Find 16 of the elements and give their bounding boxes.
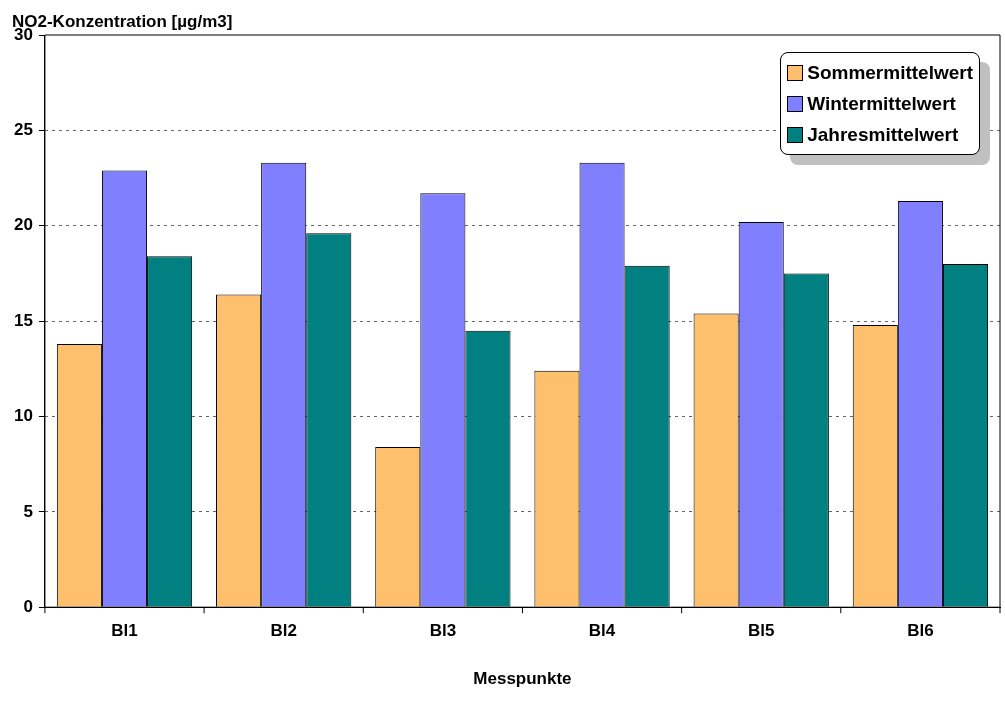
y-tick-label: 20 <box>13 215 33 235</box>
y-tick-label: 15 <box>13 310 33 330</box>
y-tick-label: 25 <box>13 120 33 140</box>
legend-label: Sommermittelwert <box>807 61 973 84</box>
y-tick-label: 0 <box>23 596 33 616</box>
x-axis-title: Messpunkte <box>473 669 572 689</box>
legend-label: Wintermittelwert <box>807 92 956 115</box>
y-tick-label: 10 <box>13 406 33 426</box>
x-tick-label: Bl5 <box>747 621 775 641</box>
x-tick-label: Bl6 <box>907 621 934 641</box>
y-tick-label: 5 <box>23 501 33 521</box>
x-tick-label: Bl3 <box>429 621 457 641</box>
x-tick-label: Bl4 <box>588 621 616 641</box>
legend-label: Jahresmittelwert <box>807 123 959 146</box>
x-tick-label: Bl1 <box>111 621 138 641</box>
x-tick-label: Bl2 <box>270 621 297 641</box>
